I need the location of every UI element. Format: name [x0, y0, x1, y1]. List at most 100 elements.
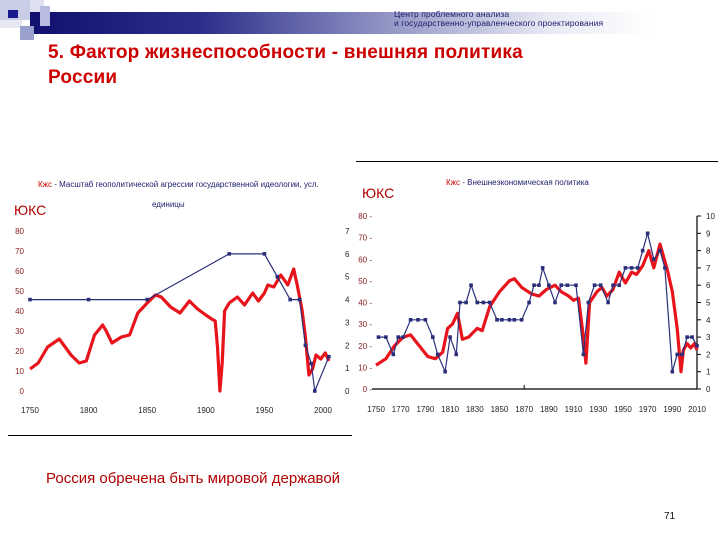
data-point-marker: [532, 283, 536, 287]
data-point-marker: [512, 318, 517, 322]
data-point-marker: [227, 252, 232, 256]
data-point-marker: [500, 318, 504, 322]
y-right-tick-label: 3: [706, 333, 711, 342]
y-right-tick-label: 4: [345, 296, 350, 305]
y-left-tick-label: 70: [15, 247, 24, 256]
y-left-tick-label: 40 -: [358, 299, 372, 308]
data-point-marker: [547, 283, 551, 287]
y-right-tick-label: 5: [345, 273, 350, 282]
data-point-marker: [640, 248, 645, 253]
y-left-tick-label: 10 -: [358, 363, 372, 372]
data-point-marker: [629, 266, 634, 270]
data-point-marker: [663, 266, 667, 270]
data-point-marker: [537, 283, 541, 287]
y-right-tick-label: 2: [706, 350, 711, 359]
y-right-tick-label: 1: [706, 368, 711, 377]
data-point-marker: [297, 297, 302, 302]
slide-caption: Россия обречена быть мировой державой: [46, 470, 341, 487]
right-chart-title-prefix: Кжс: [446, 178, 461, 187]
data-point-marker: [559, 283, 563, 287]
data-point-marker: [495, 318, 499, 322]
data-point-marker: [448, 335, 452, 339]
data-point-marker: [670, 369, 675, 374]
left-chart-title-text: - Масштаб геополитической агрессии госуд…: [52, 180, 319, 189]
x-tick-label: 1870: [515, 405, 533, 414]
data-point-marker: [376, 335, 381, 339]
y-left-tick-label: 20 -: [358, 342, 372, 351]
left-chart-title-line2: единицы: [152, 200, 185, 209]
data-point-marker: [592, 283, 597, 287]
x-tick-label: 1950: [614, 405, 632, 414]
data-point-marker: [606, 300, 610, 305]
organization-name: Центр проблемного анализа и государствен…: [394, 10, 603, 28]
org-line-1: Центр проблемного анализа: [394, 9, 510, 19]
data-point-marker: [327, 354, 331, 359]
y-right-tick-label: 8: [706, 247, 711, 256]
data-point-marker: [527, 300, 531, 305]
y-right-tick-label: 6: [345, 250, 350, 259]
data-point-marker: [658, 248, 662, 253]
y-left-tick-label: 20: [15, 347, 24, 356]
y-right-tick-label: 2: [345, 341, 350, 350]
right-chart-top-rule: [356, 161, 718, 162]
data-point-marker: [586, 300, 591, 305]
y-right-tick-label: 6: [706, 281, 711, 290]
y-right-tick-label: 4: [706, 316, 711, 325]
x-tick-label: 1970: [639, 405, 657, 414]
org-line-2: и государственно-управленческого проекти…: [394, 18, 604, 28]
data-point-marker: [458, 300, 462, 305]
right-chart-title: Кжс - Внешнеэкономическая политика: [446, 178, 589, 187]
x-tick-label: 2010: [688, 405, 706, 414]
data-point-marker: [469, 283, 473, 287]
x-tick-label: 1750: [367, 405, 385, 414]
data-point-marker: [675, 352, 680, 357]
x-tick-label: 1890: [540, 405, 558, 414]
x-tick-label: 1850: [138, 406, 156, 415]
y-left-tick-label: 80: [15, 227, 24, 236]
left-chart: 0 10 20 30 40 50 60 70 80 0 1 2 3 4 5 6 7 1750 1800 1850 190…: [15, 227, 350, 415]
y-right-tick-label: 7: [345, 227, 350, 236]
x-tick-label: 1830: [466, 405, 484, 414]
data-point-marker: [309, 361, 314, 366]
data-point-marker: [651, 257, 656, 262]
data-point-marker: [275, 274, 280, 279]
data-point-marker: [408, 318, 413, 322]
ykc-series-line: [29, 267, 331, 393]
y-left-tick-label: 40: [15, 307, 24, 316]
y-left-tick-label: 60: [15, 267, 24, 276]
data-point-marker: [396, 335, 401, 339]
x-tick-label: 2000: [314, 406, 332, 415]
data-point-marker: [430, 335, 435, 339]
y-left-tick-label: 10: [15, 367, 24, 376]
data-point-marker: [145, 297, 149, 302]
data-point-marker: [685, 335, 689, 339]
data-point-marker: [443, 369, 447, 374]
corner-decor: [20, 26, 34, 40]
left-chart-bottom-rule: [8, 435, 352, 436]
x-tick-label: 1790: [416, 405, 434, 414]
y-right-tick-label: 0: [706, 385, 711, 394]
left-chart-title-prefix: Кжс: [38, 180, 53, 189]
data-point-marker: [454, 352, 459, 357]
data-point-marker: [384, 335, 388, 339]
y-right-tick-label: 9: [706, 229, 711, 238]
y-right-tick-label: 0: [345, 387, 350, 396]
y-left-tick-label: 60 -: [358, 255, 372, 264]
data-point-marker: [28, 297, 32, 302]
data-point-marker: [86, 297, 91, 302]
data-point-marker: [645, 231, 650, 236]
y-left-tick-label: 80 -: [358, 212, 372, 221]
data-point-marker: [680, 352, 684, 357]
data-point-marker: [617, 283, 622, 287]
ykc-series-line: [375, 242, 699, 374]
y-right-tick-label: 10: [706, 212, 715, 221]
data-point-marker: [475, 300, 480, 305]
data-point-marker: [598, 283, 603, 287]
y-left-tick-label: 70 -: [358, 234, 372, 243]
bullet-square-icon: [8, 10, 18, 18]
slide-title: 5. Фактор жизнеспособности - внешняя пол…: [48, 40, 523, 90]
y-left-tick-label: 30: [15, 327, 24, 336]
x-tick-label: 1750: [21, 406, 39, 415]
corner-decor: [40, 6, 50, 26]
